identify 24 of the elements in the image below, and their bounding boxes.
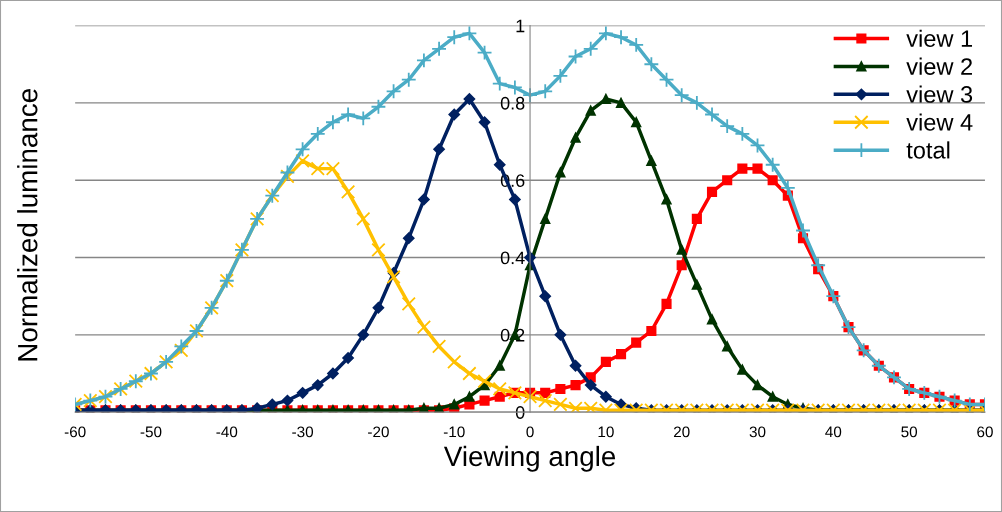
x-tick-label: 60 bbox=[977, 426, 993, 438]
x-tick-label: 0 bbox=[526, 426, 534, 438]
x-tick-label: 50 bbox=[901, 426, 918, 438]
legend-label: view 1 bbox=[906, 29, 973, 48]
x-axis-title: Viewing angle bbox=[443, 445, 616, 472]
y-tick-label: 1 bbox=[516, 19, 525, 33]
y-tick-label: 0.8 bbox=[500, 96, 525, 110]
x-tick-label: -30 bbox=[292, 426, 314, 438]
legend-label: view 3 bbox=[906, 85, 973, 103]
x-tick-label: 10 bbox=[598, 426, 614, 438]
x-tick-label: 30 bbox=[749, 426, 766, 438]
x-tick-label: -60 bbox=[64, 426, 86, 438]
y-tick-label: 0 bbox=[515, 406, 525, 419]
legend-label: view 4 bbox=[906, 113, 973, 131]
x-tick-label: -10 bbox=[443, 426, 465, 438]
legend-label: view 2 bbox=[906, 57, 972, 75]
y-axis-title: Normalized luminance bbox=[17, 89, 38, 361]
x-tick-label: 40 bbox=[825, 426, 842, 438]
x-tick-label: -40 bbox=[216, 426, 238, 438]
y-tick-label: 0.4 bbox=[500, 251, 525, 265]
x-tick-label: 20 bbox=[673, 426, 690, 438]
legend-label: total bbox=[906, 141, 950, 159]
x-tick-label: -20 bbox=[368, 426, 389, 438]
x-tick-label: -50 bbox=[140, 426, 162, 438]
